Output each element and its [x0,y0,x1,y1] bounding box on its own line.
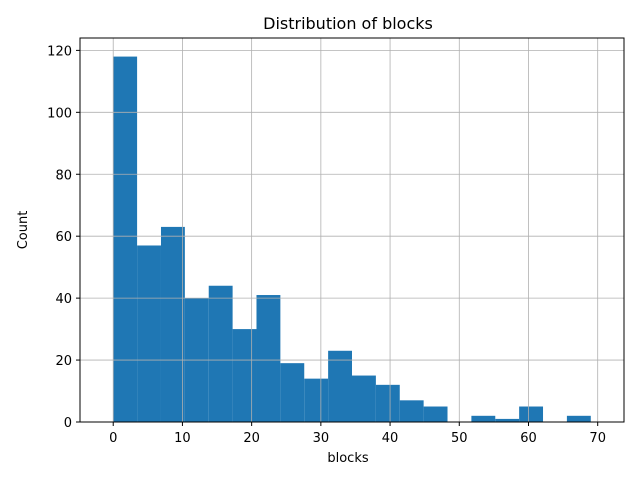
y-tick-label: 120 [47,44,72,59]
plot-frame [79,37,625,423]
x-tick-label: 0 [109,431,117,446]
y-tick-label: 20 [55,354,72,369]
histogram-bar [352,375,376,422]
x-axis-title: blocks [327,451,368,466]
histogram-bar [113,56,138,422]
ticks-layer: 0 10 20 30 40 50 60 70 0 20 40 60 80 100 120 [47,44,606,446]
histogram-bar [471,415,496,422]
x-tick-label: 60 [520,431,537,446]
histogram-bar [375,384,400,422]
x-tick-label: 10 [174,431,191,446]
histogram-bar [399,400,424,422]
histogram-bar [423,406,448,422]
histogram-bar [495,418,520,422]
histogram-bar [519,406,544,422]
histogram-bar [137,245,161,422]
y-tick-label: 0 [64,416,72,431]
histogram-bar [256,295,281,422]
y-tick-label: 60 [55,230,72,245]
x-tick-label: 70 [589,431,606,446]
bars-layer [113,56,591,422]
y-tick-label: 100 [47,106,72,121]
x-tick-label: 50 [451,431,468,446]
histogram-bar [566,415,591,422]
histogram-bar [280,363,305,422]
y-tick-label: 80 [55,168,72,183]
y-tick-label: 40 [55,292,72,307]
histogram-bar [208,285,233,422]
x-tick-label: 30 [313,431,330,446]
x-tick-label: 40 [382,431,399,446]
histogram-bar [160,226,185,422]
chart-title: Distribution of blocks [263,14,433,33]
histogram-bar [328,350,352,422]
x-tick-label: 20 [243,431,260,446]
y-axis-title: Count [16,211,31,250]
histogram-bar [232,329,257,422]
histogram-bar [304,378,329,422]
